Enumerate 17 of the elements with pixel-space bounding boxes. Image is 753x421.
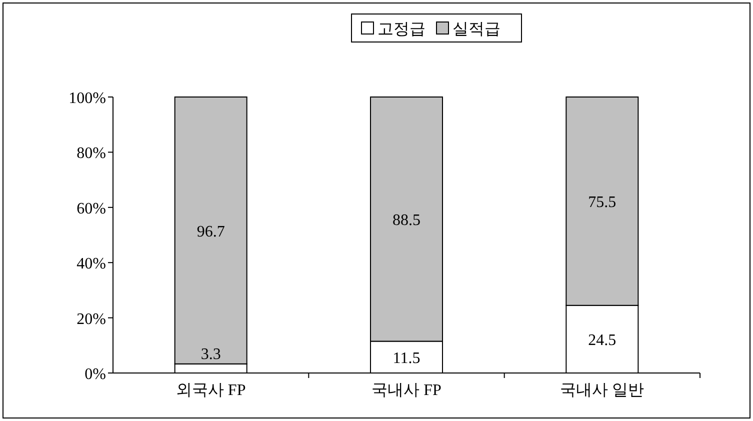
legend-label: 실적급	[452, 21, 500, 38]
data-label: 11.5	[392, 350, 420, 368]
y-tick-label: 80%	[76, 145, 106, 162]
legend-label: 고정급	[378, 21, 426, 38]
x-tick-label: 국내사 FP	[372, 382, 442, 399]
y-tick-label: 60%	[76, 200, 106, 218]
data-label: 24.5	[588, 332, 616, 350]
y-tick-label: 20%	[76, 310, 106, 328]
x-tick-label: 외국사 FP	[176, 382, 246, 399]
data-label: 3.3	[200, 346, 221, 363]
data-label: 96.7	[196, 223, 225, 240]
y-tick-label: 0%	[84, 366, 106, 383]
y-tick-label: 100%	[68, 90, 106, 107]
data-label: 88.5	[392, 212, 420, 230]
data-label: 75.5	[588, 194, 616, 212]
x-tick-label: 국내사 일반	[560, 382, 644, 399]
y-tick-label: 40%	[76, 256, 106, 273]
